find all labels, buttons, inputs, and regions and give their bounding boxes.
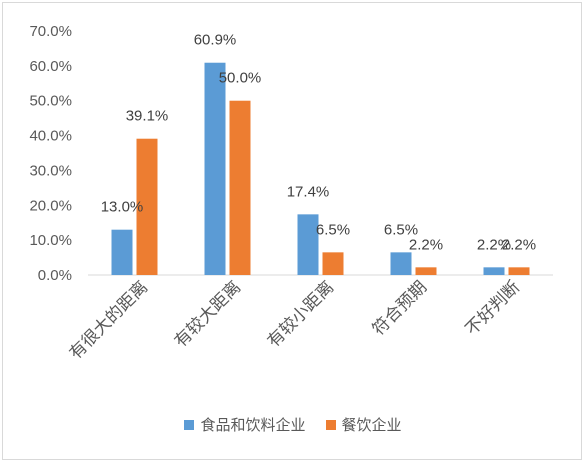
bar-series-2 xyxy=(136,138,158,275)
chart-frame xyxy=(2,2,582,460)
x-category-label: 有较小距离 xyxy=(264,277,338,351)
data-label-series-1: 6.5% xyxy=(384,221,418,238)
y-tick-label: 70.0% xyxy=(29,23,72,40)
y-tick-label: 50.0% xyxy=(29,93,72,110)
x-category-label: 有较大距离 xyxy=(171,277,245,351)
data-label-series-2: 50.0% xyxy=(219,70,262,87)
legend-swatch-series-2 xyxy=(325,419,336,430)
bar-series-1 xyxy=(204,62,226,275)
y-tick-label: 0.0% xyxy=(38,267,72,284)
legend-label-series-1: 食品和饮料企业 xyxy=(200,416,306,434)
data-label-series-1: 13.0% xyxy=(101,199,144,216)
legend-label-series-2: 餐饮企业 xyxy=(341,416,402,434)
x-category-label: 有很大的距离 xyxy=(66,277,152,363)
bar-series-1 xyxy=(483,267,505,275)
data-label-series-2: 6.5% xyxy=(316,221,350,238)
y-tick-label: 60.0% xyxy=(29,58,72,75)
bar-series-2 xyxy=(415,267,437,275)
data-label-series-1: 2.2% xyxy=(477,236,511,253)
x-category-label: 不好判断 xyxy=(462,277,524,339)
bar-series-2 xyxy=(322,252,344,275)
bar-series-1 xyxy=(111,229,133,275)
y-tick-label: 40.0% xyxy=(29,128,72,145)
data-label-series-2: 2.2% xyxy=(502,236,536,253)
legend-item-series-1: 食品和饮料企业 xyxy=(184,414,306,435)
bar-series-2 xyxy=(229,100,251,275)
legend: 食品和饮料企业 餐饮企业 xyxy=(0,414,586,435)
y-tick-label: 30.0% xyxy=(29,162,72,179)
y-tick-label: 20.0% xyxy=(29,197,72,214)
data-label-series-2: 2.2% xyxy=(409,236,443,253)
data-label-series-1: 17.4% xyxy=(287,183,330,200)
data-label-series-2: 39.1% xyxy=(126,108,169,125)
bar-series-1 xyxy=(390,252,412,275)
data-label-series-1: 60.9% xyxy=(194,32,237,49)
y-tick-label: 10.0% xyxy=(29,232,72,249)
x-category-label: 符合预期 xyxy=(369,277,431,339)
legend-item-series-2: 餐饮企业 xyxy=(325,414,402,435)
bar-series-1 xyxy=(297,214,319,275)
legend-swatch-series-1 xyxy=(184,419,195,430)
bar-series-2 xyxy=(508,267,530,275)
